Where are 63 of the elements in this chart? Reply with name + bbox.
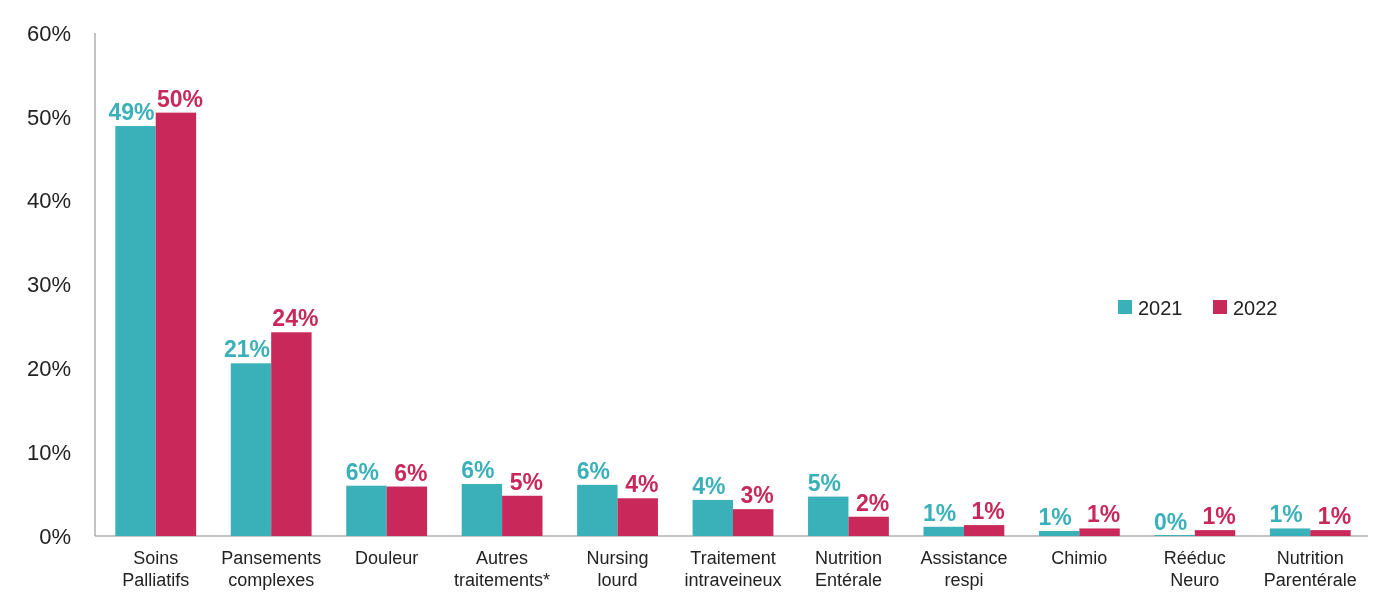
y-tick-label: 30%: [26, 272, 71, 298]
data-label: 49%: [108, 99, 155, 126]
x-tick-label: Nutrition Parentérale: [1263, 548, 1357, 590]
x-tick-label: Nursing lourd: [586, 548, 649, 590]
bar: [346, 485, 387, 536]
data-label: 6%: [394, 459, 428, 486]
bar: [1310, 530, 1351, 536]
bar: [1269, 528, 1311, 536]
bar: [848, 516, 889, 536]
data-label: 50%: [156, 85, 203, 112]
data-label: 1%: [971, 498, 1005, 525]
x-tick-label: Douleur: [355, 548, 419, 568]
data-label: 1%: [1269, 501, 1303, 528]
x-tick-label: Soins Palliatifs: [122, 548, 190, 590]
bar: [1079, 528, 1120, 536]
data-label: 1%: [1317, 503, 1352, 530]
bar: [386, 486, 428, 536]
data-label: 2%: [856, 489, 890, 516]
bar: [461, 484, 503, 536]
data-label: 0%: [1153, 509, 1188, 535]
x-tick-label: Autres traitements*: [454, 548, 551, 590]
data-label: 4%: [625, 471, 659, 498]
y-tick-label: 0%: [39, 523, 71, 549]
y-tick-label: 60%: [26, 20, 71, 46]
data-label: 6%: [461, 457, 495, 484]
bar: [502, 495, 543, 536]
bar: [1194, 530, 1236, 536]
x-tick-label: Chimio: [1051, 548, 1108, 568]
bar: [692, 499, 733, 536]
y-tick-label: 20%: [26, 356, 71, 382]
data-label: 5%: [509, 468, 543, 495]
legend-label: 2022: [1233, 297, 1278, 319]
bar: [155, 112, 197, 536]
bar: [271, 332, 312, 536]
bar: [115, 126, 156, 536]
data-label: 5%: [807, 469, 841, 496]
bar: [733, 509, 774, 536]
x-tick-label: Rééduc Neuro: [1163, 548, 1226, 590]
data-label: 24%: [272, 305, 319, 332]
x-tick-label: Pansements complexes: [221, 548, 322, 590]
data-label: 6%: [345, 458, 380, 485]
data-label: 1%: [1202, 503, 1236, 530]
legend-label: 2021: [1138, 297, 1183, 319]
bar: [1038, 530, 1080, 536]
bar: [230, 363, 272, 536]
data-label: 3%: [740, 482, 774, 509]
y-tick-label: 50%: [26, 104, 71, 130]
y-tick-label: 40%: [26, 188, 71, 214]
x-tick-label: Traitement intraveineux: [684, 548, 782, 590]
bar: [808, 496, 849, 536]
data-label: 4%: [692, 472, 726, 499]
data-label: 1%: [1086, 501, 1121, 528]
bar: [577, 484, 618, 536]
x-tick-label: Assistance respi: [920, 548, 1008, 590]
data-label: 21%: [223, 336, 270, 363]
bar: [963, 525, 1005, 536]
bar: [617, 498, 658, 536]
bar: [923, 526, 964, 536]
data-label: 1%: [923, 499, 957, 526]
x-tick-label: Nutrition Entérale: [814, 548, 882, 590]
data-label: 1%: [1038, 503, 1072, 530]
data-label: 6%: [576, 457, 610, 484]
y-tick-label: 10%: [26, 439, 71, 465]
